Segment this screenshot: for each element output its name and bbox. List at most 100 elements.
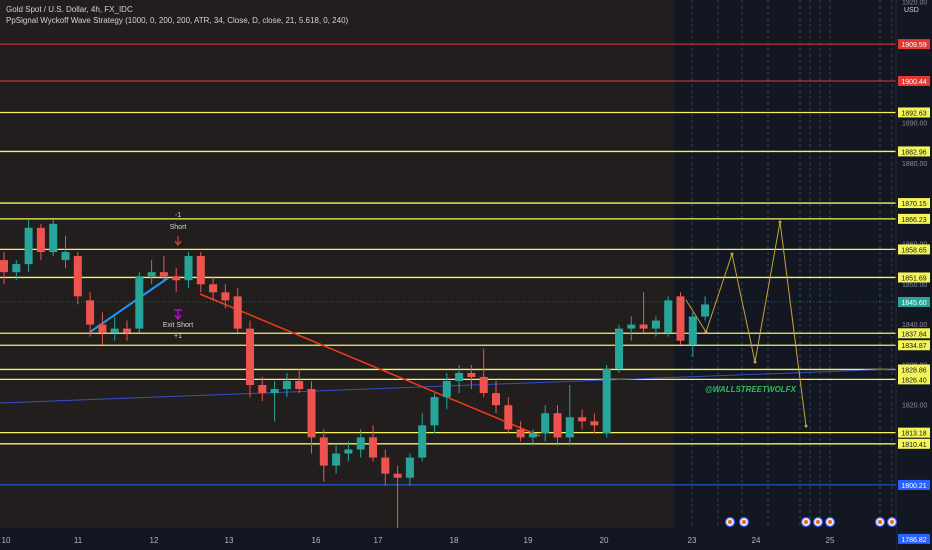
strategy-signals: -1 Short Exit Short +1: [163, 212, 193, 340]
y-tick-label: 1850.00: [902, 282, 927, 289]
candle-body: [24, 227, 33, 265]
projection-point: [704, 330, 708, 334]
candle-body: [282, 380, 291, 390]
candle-body: [295, 380, 304, 390]
candle-body: [664, 300, 673, 333]
event-dot-icon: [828, 520, 832, 524]
time-axis-panel: [0, 528, 896, 550]
candle-body: [701, 304, 710, 317]
x-tick-label: 19: [524, 536, 533, 545]
candle-body: [627, 324, 636, 329]
candle-body: [553, 413, 562, 438]
candle-body: [528, 433, 537, 438]
candle-body: [61, 252, 70, 261]
x-tick-label: 17: [374, 536, 383, 545]
candle-body: [405, 457, 414, 478]
candle-body: [541, 413, 550, 434]
candle-body: [246, 328, 254, 386]
projection-path[interactable]: [685, 220, 808, 428]
level-price-tag: [898, 328, 930, 339]
level-price-label: 1837.84: [901, 331, 926, 338]
candle-body: [455, 372, 464, 381]
projection-point: [804, 424, 808, 428]
level-price-label: 1828.86: [901, 367, 926, 374]
level-price-tag: [898, 107, 930, 118]
short-arrow-icon: [174, 236, 182, 246]
last-price-tag: [898, 297, 930, 307]
signal-exit-value: Exit Short: [163, 322, 193, 329]
level-price-tag: [898, 146, 930, 157]
level-price-label: 1813.18: [901, 431, 926, 438]
level-price-tag: [898, 39, 930, 50]
level-price-label: 1882.96: [901, 149, 926, 156]
projection-point: [730, 252, 734, 256]
signal-short-label: Short: [170, 224, 187, 231]
level-price-label: 1834.87: [901, 343, 926, 350]
candle-body: [86, 300, 95, 325]
level-price-tag: [898, 533, 930, 544]
candle-body: [12, 264, 21, 273]
candle-body: [676, 296, 685, 341]
candle-body: [147, 272, 156, 277]
x-tick-label: 25: [826, 536, 835, 545]
projection-point: [753, 360, 757, 364]
level-price-label: 1858.65: [901, 247, 926, 254]
signal-short-value: -1: [175, 212, 181, 219]
candle-body: [393, 473, 402, 478]
level-price-tag: [898, 198, 930, 209]
candle-body: [639, 324, 648, 329]
level-price-tag: [898, 272, 930, 283]
y-tick-label: 1880.00: [902, 161, 927, 168]
level-price-label: 1851.69: [901, 275, 926, 282]
event-badges: [724, 516, 898, 528]
y-tick-label: 1890.00: [902, 121, 927, 128]
level-price-label: 1909.59: [901, 42, 926, 49]
candle-body: [123, 328, 131, 333]
candle-body: [479, 376, 488, 394]
level-price-label: 1826.40: [901, 377, 926, 384]
candle-body: [504, 405, 513, 430]
candle-body: [159, 272, 168, 277]
x-tick-label: 13: [225, 536, 234, 545]
candle-body: [651, 320, 660, 329]
candle-body: [270, 389, 279, 394]
candle-body: [135, 276, 144, 329]
indicator-title[interactable]: PpSignal Wyckoff Wave Strategy (1000, 0,…: [6, 16, 349, 25]
event-dot-icon: [742, 520, 746, 524]
candle-body: [307, 389, 316, 438]
x-tick-label: 23: [688, 536, 697, 545]
candle-body: [590, 421, 599, 426]
time-axis[interactable]: 10 11 12 13 16 17 18 19 20 23 24 25: [0, 528, 896, 550]
author-watermark: @WALLSTREETWOLFX: [705, 385, 796, 394]
level-price-label: 1900.44: [901, 79, 926, 86]
last-price-label: 1845.60: [901, 300, 926, 307]
projection-point: [778, 220, 782, 224]
horizontal-levels[interactable]: [0, 43, 896, 540]
level-price-label: 1870.15: [901, 201, 926, 208]
candlestick-series: [0, 219, 710, 535]
candle-body: [233, 296, 242, 329]
level-price-label: 1786.82: [901, 537, 926, 544]
up-trend-line: [89, 277, 169, 333]
candle-body: [221, 292, 230, 301]
x-tick-label: 10: [2, 536, 11, 545]
candle-body: [172, 276, 181, 281]
symbol-title[interactable]: Gold Spot / U.S. Dollar, 4h, FX_IDC: [6, 5, 133, 14]
candle-body: [688, 316, 697, 345]
candle-body: [516, 429, 525, 438]
candle-body: [492, 393, 500, 406]
level-price-tag: [898, 438, 930, 449]
candle-body: [615, 328, 623, 369]
level-price-tag: [898, 479, 930, 490]
candle-body: [467, 372, 476, 377]
candle-body: [184, 256, 193, 281]
event-dot-icon: [804, 520, 808, 524]
level-price-label: 1892.63: [901, 110, 926, 117]
level-price-tag: [898, 340, 930, 351]
x-tick-label: 11: [74, 536, 83, 545]
level-price-tag: [898, 244, 930, 255]
projection-line: [685, 221, 807, 427]
candle-body: [430, 397, 439, 426]
